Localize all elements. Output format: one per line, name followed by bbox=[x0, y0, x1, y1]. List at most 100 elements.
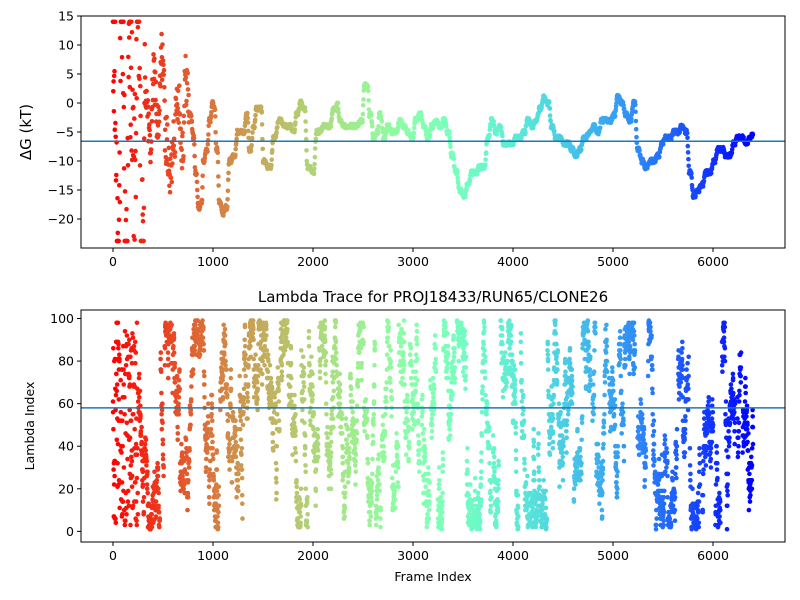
lambda-point bbox=[159, 412, 164, 417]
lambda-point bbox=[216, 492, 221, 498]
lambda-point bbox=[440, 490, 445, 496]
delta-g-x-tick-label: 6000 bbox=[697, 254, 729, 269]
lambda-point bbox=[223, 341, 228, 347]
lambda-point bbox=[114, 437, 120, 443]
delta-g-point bbox=[365, 84, 371, 89]
delta-g-point bbox=[304, 158, 310, 164]
delta-g-point bbox=[172, 150, 178, 155]
delta-g-point bbox=[158, 84, 163, 89]
delta-g-point bbox=[133, 148, 138, 154]
lambda-point bbox=[564, 418, 570, 424]
lambda-point bbox=[176, 395, 182, 400]
lambda-point bbox=[411, 409, 417, 415]
lambda-point bbox=[386, 324, 392, 330]
lambda-point bbox=[129, 484, 135, 490]
lambda-point bbox=[342, 514, 347, 519]
delta-g-point bbox=[260, 136, 265, 142]
delta-g-point bbox=[177, 112, 183, 117]
delta-g-point bbox=[160, 58, 166, 63]
lambda-point bbox=[119, 480, 125, 485]
lambda-point bbox=[206, 495, 212, 500]
lambda-point bbox=[427, 499, 432, 504]
delta-g-point bbox=[166, 145, 172, 151]
lambda-point bbox=[273, 460, 279, 466]
lambda-point bbox=[298, 514, 304, 519]
lambda-point bbox=[113, 516, 118, 521]
lambda-point bbox=[487, 443, 492, 449]
lambda-point bbox=[362, 429, 367, 434]
lambda-point bbox=[406, 458, 412, 464]
lambda-point bbox=[427, 480, 432, 485]
lambda-point bbox=[315, 441, 321, 447]
lambda-point bbox=[260, 358, 265, 364]
delta-g-point bbox=[114, 172, 119, 178]
delta-g-point bbox=[117, 199, 123, 205]
lambda-point bbox=[496, 486, 501, 492]
lambda-point bbox=[301, 384, 307, 389]
delta-g-point bbox=[137, 65, 142, 71]
lambda-point bbox=[337, 395, 342, 400]
lambda-point bbox=[210, 456, 216, 462]
lambda-point bbox=[541, 478, 546, 483]
delta-g-point bbox=[304, 148, 309, 153]
lambda-point bbox=[462, 329, 468, 334]
lambda-point bbox=[405, 399, 410, 404]
lambda-point bbox=[481, 329, 487, 334]
delta-g-point bbox=[684, 130, 690, 136]
delta-g-y-axis-label: ΔG (kT) bbox=[17, 104, 35, 160]
lambda-point bbox=[546, 388, 551, 394]
delta-g-point bbox=[685, 135, 690, 141]
delta-g-point bbox=[156, 132, 161, 138]
delta-g-point bbox=[132, 91, 138, 97]
lambda-point bbox=[214, 448, 220, 453]
lambda-point bbox=[496, 458, 501, 464]
lambda-point bbox=[536, 452, 541, 458]
lambda-point bbox=[272, 395, 278, 400]
lambda-point bbox=[482, 324, 487, 330]
lambda-point bbox=[202, 382, 207, 387]
lambda-point bbox=[345, 460, 351, 466]
lambda-point bbox=[426, 492, 432, 498]
lambda-point bbox=[378, 524, 383, 530]
lambda-point bbox=[560, 460, 566, 466]
lambda-point bbox=[137, 395, 142, 400]
lambda-point bbox=[222, 333, 228, 338]
lambda-point bbox=[285, 326, 290, 332]
delta-g-point bbox=[141, 238, 146, 244]
lambda-point bbox=[475, 490, 481, 496]
lambda-point bbox=[513, 377, 518, 383]
lambda-point bbox=[449, 397, 454, 402]
lambda-point bbox=[463, 354, 469, 360]
lambda-point bbox=[309, 354, 314, 360]
lambda-point bbox=[440, 463, 446, 468]
delta-g-point bbox=[167, 183, 172, 189]
delta-g-point bbox=[123, 217, 129, 223]
lambda-point bbox=[556, 401, 562, 407]
lambda-point bbox=[488, 488, 493, 494]
lambda-point bbox=[160, 456, 166, 462]
lambda-point bbox=[394, 454, 400, 460]
lambda-point bbox=[348, 392, 354, 398]
lambda-point bbox=[353, 482, 358, 487]
lambda-point bbox=[285, 339, 291, 345]
lambda-point bbox=[482, 369, 488, 375]
lambda-point bbox=[298, 503, 304, 509]
lambda-point bbox=[448, 412, 454, 417]
lambda-point bbox=[143, 437, 149, 443]
lambda-point bbox=[392, 488, 397, 494]
delta-g-point bbox=[129, 30, 135, 35]
delta-g-point bbox=[146, 111, 151, 116]
lambda-point bbox=[140, 469, 146, 475]
lambda-point bbox=[477, 512, 483, 517]
delta-g-point bbox=[303, 119, 308, 124]
lambda-point bbox=[333, 339, 339, 345]
lambda-point bbox=[564, 429, 569, 434]
lambda-point bbox=[498, 318, 504, 323]
lambda-point bbox=[340, 454, 346, 460]
delta-g-point bbox=[153, 70, 158, 75]
lambda-point bbox=[393, 469, 399, 475]
delta-g-y-tick-label: −20 bbox=[48, 212, 74, 227]
lambda-point bbox=[239, 475, 245, 481]
lambda-point bbox=[426, 488, 431, 494]
